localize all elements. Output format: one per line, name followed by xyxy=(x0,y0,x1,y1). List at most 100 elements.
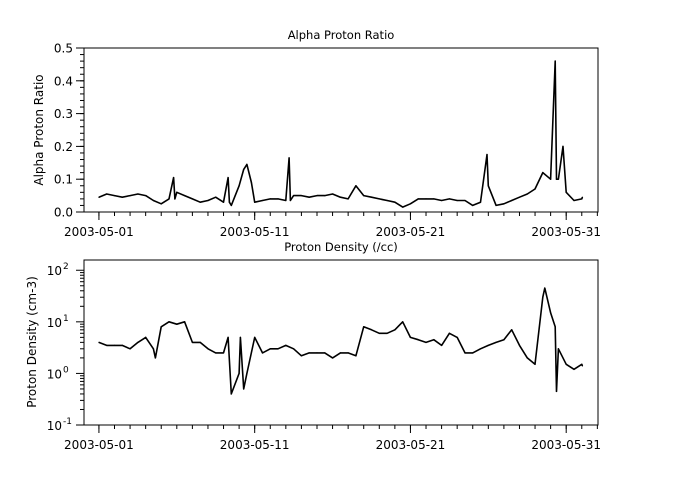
data-point xyxy=(542,296,544,298)
data-point xyxy=(121,344,123,346)
data-point xyxy=(331,193,334,195)
data-point xyxy=(121,196,123,198)
data-point xyxy=(581,363,583,365)
data-point xyxy=(503,203,505,205)
data-point xyxy=(355,355,357,357)
data-point xyxy=(378,332,380,334)
data-point xyxy=(288,157,290,159)
data-point xyxy=(191,198,193,200)
data-point xyxy=(228,201,230,203)
data-point xyxy=(409,336,412,338)
y-tick-label: 0.4 xyxy=(54,74,73,88)
data-point xyxy=(176,323,178,325)
y-tick-label: 10 xyxy=(47,419,62,433)
data-point xyxy=(293,348,295,350)
data-point xyxy=(227,336,229,338)
data-point xyxy=(152,199,155,202)
data-point xyxy=(425,341,427,343)
data-series-line xyxy=(98,287,584,395)
panel-title: Alpha Proton Ratio xyxy=(288,28,395,42)
data-point xyxy=(565,363,567,365)
data-point xyxy=(129,348,131,350)
data-point xyxy=(137,193,139,195)
y-tick-label: 0.3 xyxy=(54,107,73,121)
y-axis-label: Proton Density (cm-3) xyxy=(25,276,39,408)
data-point xyxy=(518,196,521,198)
data-point xyxy=(160,326,162,328)
data-point xyxy=(448,198,450,200)
data-point xyxy=(370,329,373,331)
data-point xyxy=(98,341,100,343)
data-point xyxy=(269,348,271,350)
data-point xyxy=(324,352,326,354)
data-point xyxy=(511,199,513,202)
data-point xyxy=(554,326,556,328)
y-axis-label: Alpha Proton Ratio xyxy=(32,74,46,185)
data-point xyxy=(409,203,412,205)
data-point xyxy=(269,198,271,200)
data-point xyxy=(555,390,558,392)
alpha-proton-ratio-panel: Alpha Proton Ratio Alpha Proton Ratio 20… xyxy=(32,28,601,239)
data-point xyxy=(215,196,217,198)
data-point xyxy=(479,348,482,350)
data-point xyxy=(168,198,170,200)
data-point xyxy=(479,201,482,203)
data-point xyxy=(324,195,326,197)
data-point xyxy=(534,363,536,365)
x-tick-label: 2003-05-31 xyxy=(531,225,601,239)
data-point xyxy=(554,60,556,62)
data-point xyxy=(503,339,505,341)
data-point xyxy=(106,193,108,195)
data-point xyxy=(363,195,365,197)
data-point xyxy=(486,154,488,156)
data-point xyxy=(347,352,349,354)
y-tick-label: 0.5 xyxy=(54,42,73,56)
data-point xyxy=(565,191,567,193)
x-tick-label: 2003-05-21 xyxy=(376,438,446,452)
data-point xyxy=(199,201,201,203)
data-point xyxy=(316,352,318,354)
data-point xyxy=(113,195,116,197)
data-point xyxy=(137,341,139,343)
data-point xyxy=(581,196,584,198)
data-point xyxy=(160,203,162,205)
data-point xyxy=(277,198,279,200)
data-point xyxy=(573,368,575,370)
plot-frame xyxy=(83,47,599,213)
x-tick-label: 2003-05-31 xyxy=(531,438,601,452)
data-point xyxy=(227,176,229,179)
data-point xyxy=(183,321,186,323)
data-point xyxy=(557,178,560,180)
data-point xyxy=(550,178,552,180)
data-series-line xyxy=(98,60,584,208)
data-point xyxy=(456,199,458,202)
data-point xyxy=(495,204,497,207)
data-point xyxy=(129,195,131,197)
data-point xyxy=(573,199,575,202)
data-point xyxy=(285,199,287,202)
y-tick-exponent: 0 xyxy=(63,365,69,375)
data-point xyxy=(487,344,489,346)
data-point xyxy=(183,195,186,197)
data-point xyxy=(386,199,388,202)
data-point xyxy=(456,336,458,338)
data-point xyxy=(557,348,560,350)
data-point xyxy=(425,198,427,200)
data-point xyxy=(394,329,396,331)
data-point xyxy=(207,199,209,202)
data-point xyxy=(402,206,404,208)
data-point xyxy=(433,339,435,341)
data-point xyxy=(215,352,217,354)
data-point xyxy=(145,336,147,338)
plot-frame xyxy=(83,259,599,426)
x-tick-label: 2003-05-11 xyxy=(220,438,290,452)
data-point xyxy=(448,332,450,334)
data-point xyxy=(289,199,291,202)
data-point xyxy=(402,321,404,323)
data-point xyxy=(308,196,310,198)
x-tick-label: 2003-05-01 xyxy=(64,438,134,452)
data-point xyxy=(176,191,178,193)
data-point xyxy=(417,198,419,200)
data-point xyxy=(238,185,240,187)
